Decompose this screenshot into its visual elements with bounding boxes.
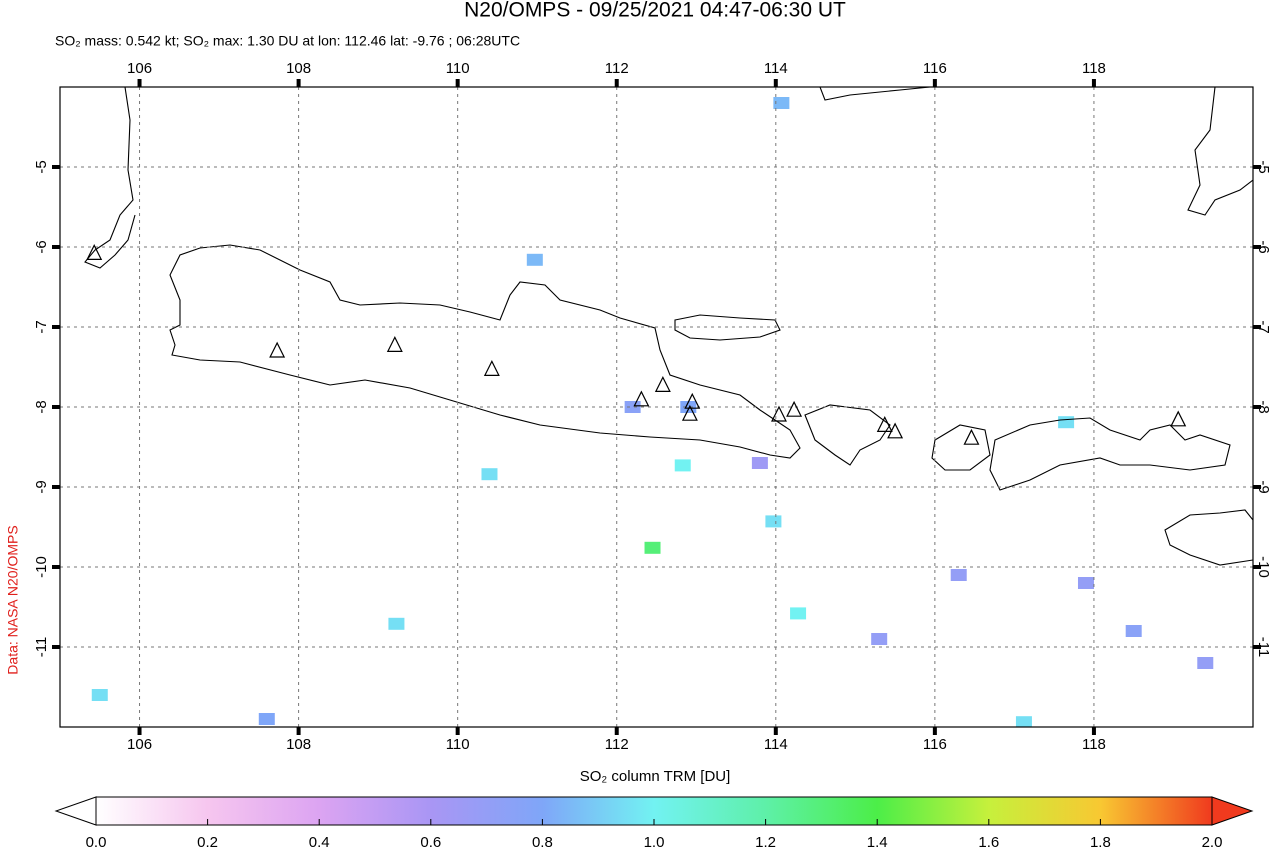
x-tick-label: 114 [764, 60, 788, 77]
volcano-marker [1170, 410, 1187, 427]
colorbar-tick-label: 0.4 [309, 834, 330, 851]
coast-bali [804, 404, 891, 466]
x-tick-label: 112 [605, 736, 629, 753]
volcano-marker [86, 244, 103, 260]
x-tick-label: 116 [923, 736, 947, 753]
so2-cell [526, 253, 543, 266]
colorbar-under [54, 796, 97, 826]
y-tick-label: -5 [1255, 160, 1272, 173]
volcano-marker [386, 336, 403, 352]
volcano-marker [483, 360, 500, 376]
so2-cell [1125, 625, 1142, 637]
y-tick-label: -11 [1255, 637, 1272, 658]
coastlines [84, 87, 1253, 566]
volcano-marker [269, 341, 286, 358]
x-tick-label: 116 [923, 60, 947, 77]
so2-cell [871, 633, 888, 645]
x-tick-label: 110 [446, 60, 470, 77]
subtitle: SO₂ mass: 0.542 kt; SO₂ max: 1.30 DU at … [55, 33, 520, 49]
so2-cell [624, 401, 641, 413]
so2-cell [258, 713, 275, 725]
x-tick-label: 112 [605, 60, 629, 77]
x-tick-label: 118 [1082, 736, 1106, 753]
coast-sumbawa [989, 417, 1231, 491]
colorbar-ticks: 0.0 0.2 0.4 0.6 0.8 1.0 1.2 1.4 1.6 1.8 2.0 [86, 819, 1223, 851]
y-tick-label: -10 [33, 556, 50, 578]
colorbar-tick-label: 0.0 [86, 834, 107, 851]
volcano-marker [963, 428, 980, 445]
volcano-marker [771, 405, 787, 422]
so2-cell [481, 468, 498, 481]
so2-cell [1015, 716, 1032, 727]
colorbar-tick-label: 0.8 [532, 834, 553, 851]
credit: Data: NASA N20/OMPS [5, 525, 21, 674]
y-tick-label: -9 [1255, 480, 1272, 493]
volcano-marker [887, 422, 904, 439]
coast-sumatra [84, 87, 136, 269]
y-tick-label: -10 [1255, 556, 1272, 578]
so2-cell [674, 459, 691, 472]
so2-cell [751, 457, 768, 469]
volcano-marker [786, 400, 803, 417]
volcano-marker [876, 416, 893, 432]
volcano-marker [681, 404, 698, 421]
map-frame [59, 86, 1254, 728]
colorbar-label: SO₂ column TRM [DU] [580, 768, 731, 785]
x-tick-label: 114 [764, 736, 788, 753]
volcanoes [86, 244, 1187, 445]
coast-borneo [819, 87, 1253, 216]
y-tick-label: -11 [33, 637, 50, 658]
so2-cell [91, 689, 108, 701]
colorbar-over [1211, 796, 1254, 826]
colorbar-tick-label: 0.2 [197, 834, 218, 851]
y-tick-label: -8 [1255, 400, 1272, 413]
colorbar-tick-label: 1.0 [644, 834, 665, 851]
x-tick-label: 108 [286, 736, 311, 753]
volcano-marker [633, 390, 650, 407]
volcano-marker [654, 376, 671, 392]
x-tick-label: 108 [286, 60, 311, 77]
y-tick-label: -6 [1255, 240, 1272, 253]
coast-sumba [1164, 509, 1253, 566]
y-tick-label: -6 [33, 240, 50, 253]
colorbar-tick-label: 1.6 [978, 834, 999, 851]
y-tick-label: -5 [33, 160, 50, 173]
y-tick-label: -7 [1255, 320, 1272, 333]
coast-madura [674, 314, 781, 341]
coast-lombok [931, 424, 991, 471]
so2-cell [1058, 416, 1075, 429]
so2-cell [790, 607, 807, 620]
coast-java [169, 244, 801, 459]
so2-cells [91, 97, 1214, 727]
so2-cell [765, 515, 782, 528]
colorbar-tick-label: 1.2 [755, 834, 776, 851]
so2-cell [388, 617, 405, 630]
x-tick-label: 118 [1082, 60, 1106, 77]
volcano-marker [684, 392, 701, 409]
grid: 106 106 108 108 110 110 112 112 114 114 116 116 118 1… [33, 60, 1272, 753]
so2-cell [1077, 577, 1094, 589]
so2-cell [644, 541, 661, 554]
y-tick-label: -8 [33, 400, 50, 413]
x-tick-label: 106 [127, 60, 152, 77]
so2-cell [773, 97, 790, 109]
x-tick-label: 110 [446, 736, 470, 753]
x-tick-label: 106 [127, 736, 152, 753]
title: N20/OMPS - 09/25/2021 04:47-06:30 UT [464, 0, 846, 22]
y-tick-label: -9 [33, 480, 50, 493]
so2-cell [950, 569, 967, 581]
colorbar-tick-label: 1.4 [867, 834, 888, 851]
y-tick-label: -7 [33, 320, 50, 333]
colorbar-tick-label: 2.0 [1202, 834, 1223, 851]
colorbar-tick-label: 0.6 [420, 834, 441, 851]
colorbar-tick-label: 1.8 [1090, 834, 1111, 851]
so2-cell [1197, 657, 1214, 669]
